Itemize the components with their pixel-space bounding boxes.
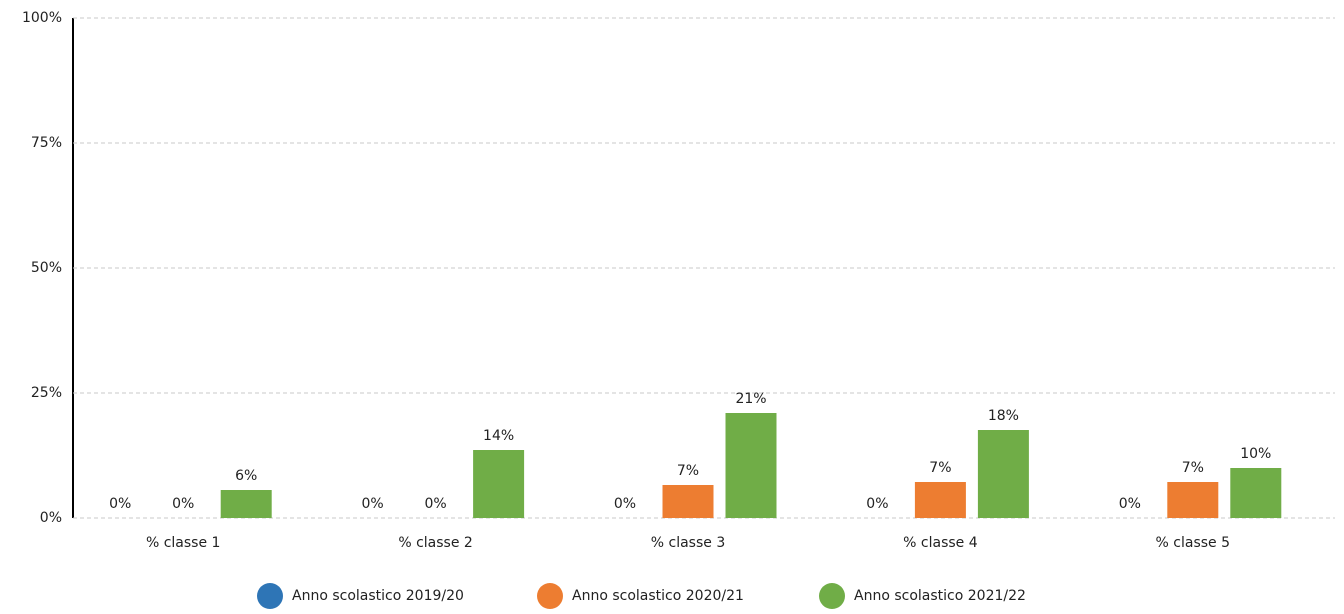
bar [473,450,525,518]
value-label: 7% [1182,460,1204,476]
legend-swatch [257,583,283,609]
legend-label: Anno scolastico 2021/22 [854,588,1026,604]
bar [914,482,966,518]
value-label: 18% [988,408,1019,424]
value-label: 7% [929,460,951,476]
x-tick-label: % classe 4 [903,535,978,551]
bar [725,413,777,518]
x-tick-label: % classe 2 [398,535,472,551]
x-tick-label: % classe 5 [1156,535,1230,551]
legend-label: Anno scolastico 2020/21 [572,588,744,604]
y-tick-label: 75% [31,135,62,151]
bar [662,485,714,518]
value-label: 0% [614,496,636,512]
value-label: 0% [866,496,888,512]
y-tick-label: 100% [22,10,62,26]
y-tick-label: 25% [31,385,62,401]
legend-label: Anno scolastico 2019/20 [292,588,464,604]
value-label: 10% [1240,446,1271,462]
value-label: 21% [735,391,766,407]
value-label: 0% [109,496,131,512]
x-tick-label: % classe 3 [651,535,725,551]
legend-swatch [819,583,845,609]
value-label: 0% [361,496,383,512]
bar [977,430,1029,518]
value-label: 14% [483,428,514,444]
bar [220,490,272,518]
legend-swatch [537,583,563,609]
value-label: 6% [235,468,257,484]
bar [1167,482,1219,518]
bar [1230,468,1282,518]
y-tick-label: 50% [31,260,62,276]
value-label: 0% [172,496,194,512]
x-tick-label: % classe 1 [146,535,220,551]
value-label: 7% [677,463,699,479]
value-label: 0% [424,496,446,512]
y-tick-label: 0% [40,510,62,526]
value-label: 0% [1119,496,1141,512]
